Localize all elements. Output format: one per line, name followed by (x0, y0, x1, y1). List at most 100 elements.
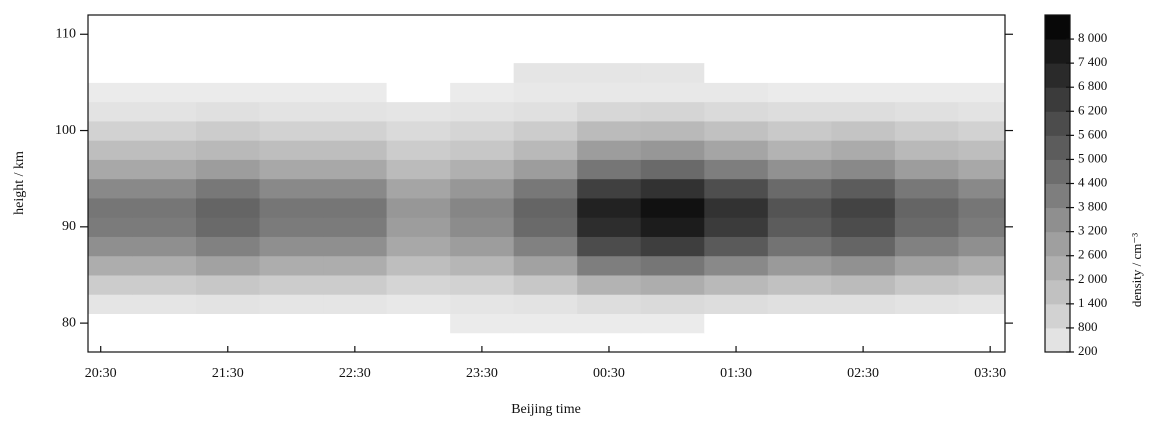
heatmap-cell (767, 63, 832, 83)
heatmap-cell (704, 82, 769, 103)
heatmap-cell (704, 294, 769, 314)
heatmap-cell (704, 255, 769, 276)
heatmap-cell (259, 63, 324, 83)
heatmap-cell (704, 217, 769, 237)
y-tick-label: 100 (55, 123, 76, 138)
colorbar-band (1045, 303, 1070, 329)
heatmap-cell (577, 313, 642, 334)
heatmap-cell (88, 140, 133, 160)
colorbar-band (1045, 327, 1070, 353)
x-tick-label: 20:30 (85, 366, 117, 381)
heatmap-cell (513, 217, 578, 237)
heatmap-cell (386, 63, 451, 83)
x-tick-label: 01:30 (720, 366, 752, 381)
heatmap-cell (259, 82, 324, 103)
colorbar-tick-label: 8 000 (1078, 30, 1107, 45)
heatmap-cell (88, 294, 133, 314)
heatmap-cell (323, 274, 388, 295)
heatmap-cell (767, 313, 832, 334)
heatmap-cell (704, 159, 769, 180)
heatmap-cell (831, 159, 896, 180)
heatmap-cell (259, 236, 324, 257)
heatmap-cell (958, 120, 1005, 141)
heatmap-cell (831, 140, 896, 160)
heatmap-cell (831, 217, 896, 237)
heatmap-cell (577, 217, 642, 237)
heatmap-cell (577, 159, 642, 180)
heatmap-cell (259, 274, 324, 295)
heatmap-cell (640, 159, 705, 180)
heatmap-cell (577, 197, 642, 218)
heatmap-cell (88, 255, 133, 276)
heatmap-cell (196, 294, 261, 314)
heatmap-cell (386, 140, 451, 160)
heatmap-cell (894, 313, 959, 334)
heatmap-cell (894, 101, 959, 122)
heatmap-cell (831, 178, 896, 199)
heatmap-cell (323, 313, 388, 334)
heatmap-cell (894, 63, 959, 83)
heatmap-cell (450, 140, 515, 160)
heatmap-cell (894, 294, 959, 314)
heatmap-cell (640, 101, 705, 122)
heatmap-cell (831, 197, 896, 218)
y-tick-label: 110 (56, 26, 76, 41)
heatmap-cell (196, 101, 261, 122)
heatmap-cell (88, 101, 133, 122)
heatmap-cell (132, 236, 197, 257)
heatmap-cell (704, 197, 769, 218)
colorbar-band (1045, 39, 1070, 64)
colorbar-band (1045, 231, 1070, 257)
heatmap-cell (767, 159, 832, 180)
heatmap-cell (513, 120, 578, 141)
heatmap-cell (323, 120, 388, 141)
y-tick-label: 80 (62, 315, 76, 330)
heatmap-cell (132, 140, 197, 160)
heatmap-cell (196, 178, 261, 199)
heatmap-cell (196, 255, 261, 276)
heatmap-cell (132, 82, 197, 103)
heatmap-cell (450, 63, 515, 83)
heatmap-cell (513, 140, 578, 160)
heatmap-cell (767, 274, 832, 295)
heatmap-cell (450, 294, 515, 314)
x-tick-label: 02:30 (847, 366, 879, 381)
x-tick-label: 00:30 (593, 366, 625, 381)
heatmap-cell (958, 217, 1005, 237)
colorbar-tick-label: 6 200 (1078, 102, 1107, 117)
heatmap-cell (958, 236, 1005, 257)
heatmap-cell (767, 197, 832, 218)
colorbar-tick-label: 3 800 (1078, 199, 1107, 214)
heatmap-cell (450, 159, 515, 180)
heatmap-cell (704, 101, 769, 122)
heatmap-cell (88, 313, 133, 334)
heatmap-cell (132, 313, 197, 334)
heatmap-cell (767, 120, 832, 141)
heatmap-cell (958, 294, 1005, 314)
colorbar-tick-label: 200 (1078, 343, 1098, 358)
heatmap-cell (196, 217, 261, 237)
colorbar-band (1045, 183, 1070, 209)
heatmap-cell (88, 159, 133, 180)
heatmap-cell (513, 159, 578, 180)
heatmap-cell (323, 255, 388, 276)
heatmap-cell (323, 101, 388, 122)
heatmap-cell (450, 120, 515, 141)
heatmap-cell (196, 140, 261, 160)
heatmap-cell (450, 101, 515, 122)
heatmap-cell (704, 178, 769, 199)
heatmap-cell (323, 294, 388, 314)
heatmap-cell (704, 63, 769, 83)
heatmap-cell (259, 101, 324, 122)
x-tick-label: 21:30 (212, 366, 244, 381)
heatmap-cell (323, 236, 388, 257)
heatmap-cell (323, 82, 388, 103)
heatmap-cell (132, 63, 197, 83)
heatmap-cell (196, 63, 261, 83)
heatmap-cell (958, 63, 1005, 83)
colorbar-tick-label: 1 400 (1078, 295, 1107, 310)
heatmap-cell (704, 313, 769, 334)
colorbar-band (1045, 111, 1070, 136)
colorbar-band (1045, 279, 1070, 305)
heatmap-cell (259, 178, 324, 199)
